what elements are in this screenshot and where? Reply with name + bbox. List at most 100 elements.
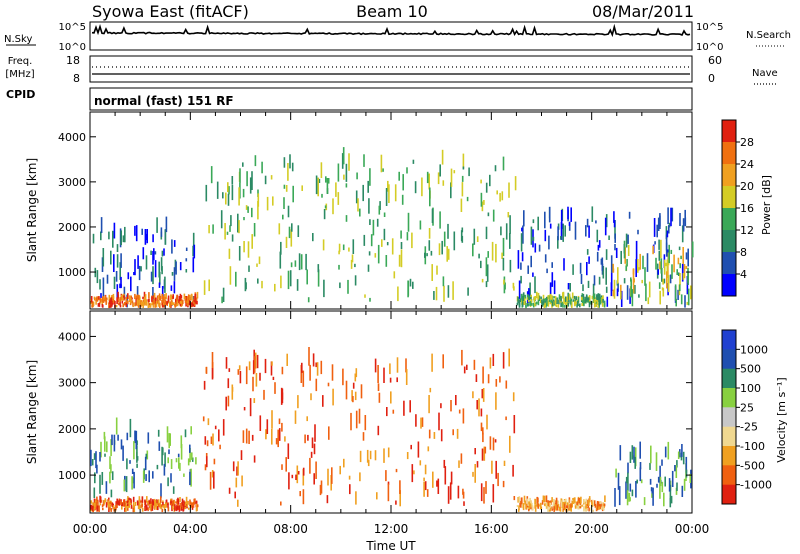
scatter-point — [655, 452, 658, 471]
scatter-point — [436, 480, 438, 487]
scatter-point — [588, 225, 590, 238]
scatter-point — [317, 264, 320, 273]
scatter-point — [446, 246, 448, 262]
scatter-point — [315, 175, 318, 195]
scatter-point — [502, 156, 505, 171]
scatter-point — [278, 223, 281, 235]
scatter-point — [137, 255, 139, 269]
scatter-point — [164, 276, 166, 293]
scatter-point — [407, 212, 410, 232]
scatter-point — [176, 294, 178, 302]
scatter-point — [428, 228, 431, 239]
scatter-point — [643, 497, 646, 506]
scatter-point — [557, 500, 560, 507]
scatter-point — [316, 362, 319, 376]
scatter-point — [170, 285, 173, 291]
scatter-point — [146, 229, 148, 244]
scatter-point — [90, 449, 92, 467]
colorbar-tick-label: 24 — [740, 158, 754, 171]
scatter-point — [144, 501, 147, 508]
scatter-point — [125, 301, 128, 307]
scatter-point — [126, 500, 129, 504]
scatter-point — [557, 236, 559, 249]
scatter-point — [280, 275, 282, 289]
scatter-point — [295, 474, 297, 480]
scatter-point — [671, 470, 674, 487]
scatter-point — [566, 301, 568, 308]
scatter-point — [152, 471, 154, 479]
scatter-point — [447, 486, 450, 504]
scatter-point — [151, 296, 153, 302]
scatter-point — [602, 506, 604, 510]
scatter-point — [175, 261, 177, 275]
scatter-point — [596, 503, 599, 511]
scatter-point — [369, 219, 371, 225]
scatter-point — [170, 500, 172, 504]
scatter-point — [400, 242, 403, 250]
scatter-point — [348, 247, 350, 252]
scatter-point — [190, 426, 192, 435]
scatter-point — [149, 504, 151, 507]
scatter-point — [650, 445, 652, 464]
scatter-point — [113, 222, 116, 239]
scatter-point — [482, 388, 485, 402]
scatter-point — [240, 450, 243, 460]
scatter-point — [474, 448, 476, 455]
scatter-point — [669, 274, 672, 284]
scatter-point — [126, 503, 129, 506]
scatter-point — [491, 460, 493, 474]
scatter-point — [668, 225, 670, 234]
scatter-point — [190, 294, 193, 300]
scatter-point — [156, 297, 159, 304]
scatter-point — [590, 300, 592, 305]
scatter-point — [523, 301, 525, 304]
scatter-point — [166, 426, 169, 443]
scatter-point — [386, 407, 388, 417]
scatter-point — [140, 302, 143, 305]
scatter-point — [564, 304, 566, 308]
scatter-point — [172, 500, 174, 505]
scatter-point — [196, 301, 198, 305]
scatter-point — [634, 456, 636, 469]
scatter-point — [287, 163, 289, 181]
scatter-point — [558, 299, 560, 305]
scatter-point — [154, 251, 157, 255]
scatter-point — [679, 213, 681, 226]
scatter-point — [113, 434, 116, 452]
scatter-point — [539, 298, 542, 303]
scatter-point — [634, 285, 636, 294]
scatter-point — [328, 426, 330, 440]
scatter-point — [285, 185, 288, 192]
scatter-point — [148, 292, 150, 299]
scatter-point — [495, 460, 497, 479]
scatter-point — [417, 441, 420, 458]
scatter-point — [280, 501, 282, 506]
scatter-point — [348, 153, 350, 171]
scatter-point — [537, 298, 540, 306]
scatter-point — [406, 167, 408, 174]
scatter-point — [555, 497, 558, 505]
scatter-point — [520, 262, 522, 270]
scatter-point — [537, 503, 539, 508]
scatter-point — [517, 296, 519, 304]
y-tick-label: 4000 — [58, 330, 86, 343]
scatter-point — [536, 504, 538, 507]
scatter-point — [682, 273, 685, 280]
scatter-point — [178, 505, 181, 512]
scatter-point — [513, 286, 515, 291]
scatter-point — [639, 462, 642, 470]
scatter-point — [121, 505, 123, 510]
scatter-point — [100, 217, 103, 233]
scatter-point — [124, 301, 126, 306]
scatter-point — [412, 281, 414, 289]
scatter-point — [359, 208, 361, 217]
scatter-point — [560, 236, 562, 240]
scatter-point — [193, 299, 195, 302]
scatter-point — [613, 211, 615, 223]
scatter-point — [623, 278, 626, 284]
scatter-point — [562, 292, 564, 299]
scatter-point — [159, 271, 161, 285]
scatter-point — [426, 489, 429, 497]
scatter-point — [400, 230, 402, 239]
